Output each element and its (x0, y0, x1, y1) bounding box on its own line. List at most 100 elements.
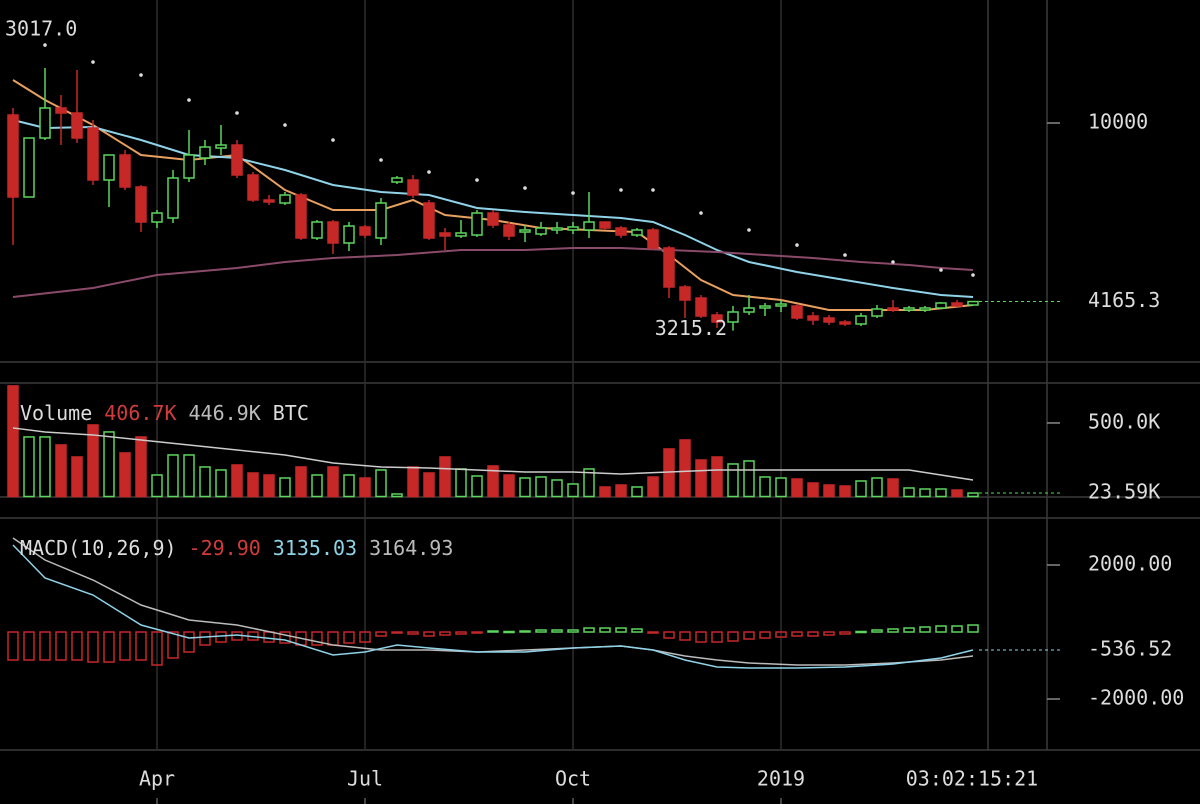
moving-average (12, 247, 974, 298)
volume-average (12, 427, 974, 481)
volume-bar (247, 472, 259, 498)
low-label: 3215.2 (655, 316, 727, 340)
candle-body (279, 194, 291, 204)
candle-body (759, 305, 771, 309)
candle-body (167, 177, 179, 219)
candle-body (615, 227, 627, 236)
macd-bar (119, 631, 131, 661)
macd-bar (599, 627, 611, 633)
volume-bar (359, 477, 371, 498)
x-tick-label: 2019 (757, 767, 805, 791)
volume-bar (791, 478, 803, 498)
sar-dot (971, 273, 975, 277)
sar-dot (475, 178, 479, 182)
candle-body (503, 224, 515, 237)
macd-bar (935, 625, 947, 633)
macd-bar (631, 628, 643, 633)
candle-body (839, 321, 851, 325)
macd-bar (615, 627, 627, 633)
macd-bar (167, 631, 179, 659)
macd-bar (903, 627, 915, 633)
volume-bar (183, 454, 195, 498)
volume-bar (871, 477, 883, 498)
y-tick-label: -2000.00 (1088, 686, 1184, 710)
volume-bar (295, 466, 307, 498)
volume-bar (487, 465, 499, 498)
candle-body (727, 311, 739, 323)
candle-body (311, 221, 323, 239)
macd-bar (375, 631, 387, 637)
x-tick-label: Jul (347, 767, 383, 791)
candle-body (343, 225, 355, 244)
macd-bar (743, 631, 755, 640)
candle-body (775, 303, 787, 307)
macd-bar (215, 631, 227, 643)
candle-body (39, 107, 51, 139)
sar-dot (91, 60, 95, 64)
macd-bar (775, 631, 787, 638)
macd-bar (311, 631, 323, 646)
macd-legend: MACD(10,26,9) -29.90 3135.03 3164.93 (20, 536, 453, 560)
macd-bar (407, 631, 419, 635)
macd-bar (727, 631, 739, 642)
sar-dot (187, 98, 191, 102)
candle-body (183, 154, 195, 179)
candle-body (151, 212, 163, 223)
candle-body (599, 221, 611, 229)
macd-bar (823, 631, 835, 636)
macd-bar (439, 631, 451, 636)
macd-bar (695, 631, 707, 643)
candle-body (55, 107, 67, 114)
candle-body (103, 154, 115, 181)
volume-bar (71, 456, 83, 498)
volume-bar (279, 477, 291, 498)
volume-bar (679, 439, 691, 498)
volume-bar (343, 474, 355, 498)
macd-bar (951, 625, 963, 633)
legend-value: 446.9K (189, 401, 261, 425)
y-tick-label: 10000 (1088, 110, 1148, 134)
macd-bar (967, 624, 979, 633)
volume-bar (775, 477, 787, 498)
volume-bar (583, 468, 595, 498)
volume-bar (727, 463, 739, 498)
candle-body (135, 186, 147, 223)
macd-bar (855, 630, 867, 634)
candle-body (471, 212, 483, 236)
legend-title: Volume (20, 401, 92, 425)
candle-body (823, 317, 835, 323)
macd-bar (327, 631, 339, 646)
sar-dot (699, 211, 703, 215)
sar-dot (331, 138, 335, 142)
volume-bar (695, 459, 707, 498)
last-macd-label: -536.52 (1088, 636, 1172, 660)
macd-bar (535, 629, 547, 633)
volume-bar (423, 472, 435, 498)
volume-bar (567, 483, 579, 498)
last-volume-label: 23.59K (1088, 480, 1160, 504)
candle-body (871, 308, 883, 317)
candle-body (407, 179, 419, 196)
macd-bar (55, 631, 67, 661)
macd-bar (583, 627, 595, 633)
y-tick-label: 2000.00 (1088, 552, 1172, 576)
macd-bar (39, 631, 51, 661)
volume-bar (887, 478, 899, 498)
legend-title: MACD(10,26,9) (20, 536, 177, 560)
macd-bar (391, 631, 403, 634)
macd-bar (7, 631, 19, 661)
volume-bar (87, 424, 99, 498)
candle-body (663, 247, 675, 288)
macd-bar (919, 626, 931, 633)
sar-dot (427, 170, 431, 174)
volume-bar (23, 436, 35, 498)
macd-bar (663, 631, 675, 639)
macd-bar (199, 631, 211, 646)
volume-bar (215, 469, 227, 498)
candle-body (359, 226, 371, 236)
volume-bar (759, 476, 771, 498)
last-price-label: 4165.3 (1088, 288, 1160, 312)
candle-body (519, 229, 531, 233)
candle-body (263, 199, 275, 203)
candle-body (935, 302, 947, 309)
